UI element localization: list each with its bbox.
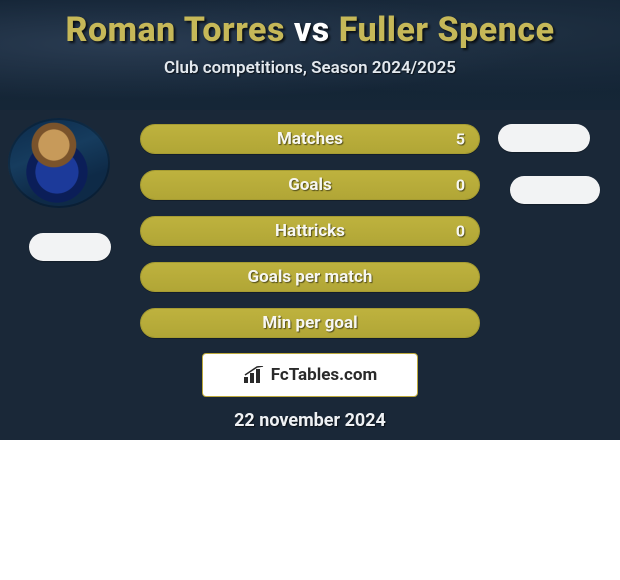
stat-row: Matches 5 — [140, 124, 480, 154]
page-title: Roman Torres vs Fuller Spence — [0, 0, 620, 50]
stat-label: Goals — [288, 175, 332, 195]
stat-label: Goals per match — [248, 267, 373, 287]
title-player1: Roman Torres — [65, 10, 284, 50]
player2-name-pill-2 — [510, 176, 600, 204]
stat-row: Goals per match — [140, 262, 480, 292]
stat-label: Matches — [277, 129, 343, 149]
stat-value: 0 — [456, 176, 465, 195]
stats-container: Matches 5 Goals 0 Hattricks 0 Goals per match M… — [140, 124, 480, 354]
bars-icon — [243, 366, 265, 384]
player1-name-pill — [29, 233, 111, 261]
stat-row: Hattricks 0 — [140, 216, 480, 246]
stat-value: 5 — [456, 130, 465, 149]
player1-avatar — [8, 118, 110, 208]
stat-label: Hattricks — [275, 221, 345, 241]
fctables-logo: FcTables.com — [202, 353, 418, 397]
player2-name-pill-1 — [498, 124, 590, 152]
title-player2: Fuller Spence — [339, 10, 555, 50]
subtitle: Club competitions, Season 2024/2025 — [0, 58, 620, 78]
stat-row: Min per goal — [140, 308, 480, 338]
stat-row: Goals 0 — [140, 170, 480, 200]
title-vs: vs — [294, 10, 330, 50]
stat-value: 0 — [456, 222, 465, 241]
date-text: 22 november 2024 — [0, 410, 620, 431]
logo-text: FcTables.com — [271, 365, 377, 385]
stat-label: Min per goal — [262, 313, 357, 333]
